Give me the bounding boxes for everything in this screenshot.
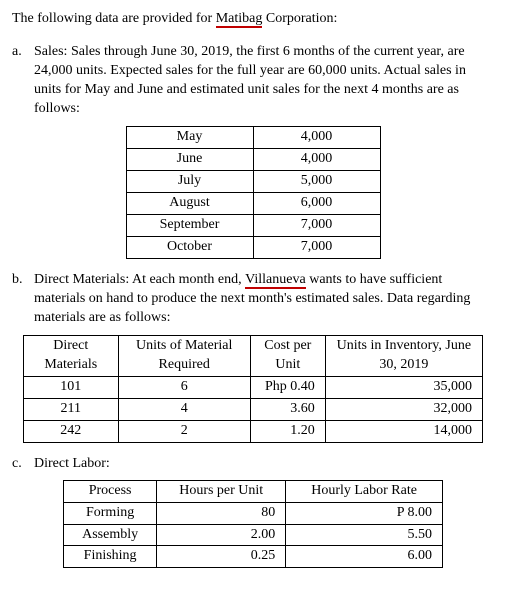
table-row: Assembly 2.00 5.50	[64, 524, 443, 546]
cell: 1.20	[250, 421, 325, 443]
table-row: 101 6 Php 0.40 35,000	[24, 377, 483, 399]
sales-table: May4,000 June4,000 July5,000 August6,000…	[126, 126, 381, 258]
intro-line: The following data are provided for Mati…	[12, 10, 494, 29]
col-header: Hourly Labor Rate	[286, 480, 443, 502]
cell-month: July	[126, 171, 253, 193]
table-header-row: Direct Materials Units of Material Requi…	[24, 336, 483, 377]
cell: 101	[24, 377, 119, 399]
cell-month: June	[126, 149, 253, 171]
cell-units: 7,000	[253, 236, 380, 258]
cell: 80	[157, 502, 286, 524]
cell: 14,000	[325, 421, 482, 443]
col-header: Direct Materials	[24, 336, 119, 377]
table-row: 242 2 1.20 14,000	[24, 421, 483, 443]
table-row: July5,000	[126, 171, 380, 193]
marker-a: a.	[12, 43, 34, 119]
cell: 32,000	[325, 399, 482, 421]
cell: 211	[24, 399, 119, 421]
cell-units: 6,000	[253, 193, 380, 215]
table-row: June4,000	[126, 149, 380, 171]
cell-month: September	[126, 215, 253, 237]
col-header: Units of Material Required	[118, 336, 250, 377]
name-b: Villanueva	[245, 273, 306, 289]
marker-c: c.	[12, 455, 34, 474]
cell: Php 0.40	[250, 377, 325, 399]
col-header: Hours per Unit	[157, 480, 286, 502]
label-c: Direct Labor:	[34, 456, 110, 471]
cell: Finishing	[64, 546, 157, 568]
cell: Forming	[64, 502, 157, 524]
cell: 5.50	[286, 524, 443, 546]
table-row: August6,000	[126, 193, 380, 215]
text-b-before: Direct Materials: At each month end,	[34, 272, 245, 287]
company-name: Matibag	[216, 12, 263, 28]
marker-b: b.	[12, 271, 34, 328]
body-a: Sales: Sales through June 30, 2019, the …	[34, 43, 494, 119]
cell: P 8.00	[286, 502, 443, 524]
col-header: Units in Inventory, June 30, 2019	[325, 336, 482, 377]
cell: 3.60	[250, 399, 325, 421]
item-a: a. Sales: Sales through June 30, 2019, t…	[12, 43, 494, 119]
cell: 6	[118, 377, 250, 399]
cell: 242	[24, 421, 119, 443]
item-c: c. Direct Labor:	[12, 455, 494, 474]
cell: 4	[118, 399, 250, 421]
cell-units: 4,000	[253, 149, 380, 171]
cell: 35,000	[325, 377, 482, 399]
materials-table: Direct Materials Units of Material Requi…	[23, 335, 483, 442]
text-a: Sales: Sales through June 30, 2019, the …	[34, 44, 466, 116]
cell-month: August	[126, 193, 253, 215]
table-row: October7,000	[126, 236, 380, 258]
col-header: Process	[64, 480, 157, 502]
table-header-row: Process Hours per Unit Hourly Labor Rate	[64, 480, 443, 502]
labor-table: Process Hours per Unit Hourly Labor Rate…	[63, 480, 443, 569]
cell: 2.00	[157, 524, 286, 546]
cell: Assembly	[64, 524, 157, 546]
cell-units: 7,000	[253, 215, 380, 237]
body-c: Direct Labor:	[34, 455, 494, 474]
intro-suffix: Corporation:	[262, 11, 337, 26]
item-b: b. Direct Materials: At each month end, …	[12, 271, 494, 328]
cell-units: 4,000	[253, 127, 380, 149]
cell: 2	[118, 421, 250, 443]
table-row: 211 4 3.60 32,000	[24, 399, 483, 421]
col-header: Cost per Unit	[250, 336, 325, 377]
cell: 0.25	[157, 546, 286, 568]
cell-month: May	[126, 127, 253, 149]
table-row: Forming 80 P 8.00	[64, 502, 443, 524]
cell: 6.00	[286, 546, 443, 568]
intro-prefix: The following data are provided for	[12, 11, 216, 26]
table-row: May4,000	[126, 127, 380, 149]
cell-units: 5,000	[253, 171, 380, 193]
table-row: Finishing 0.25 6.00	[64, 546, 443, 568]
table-row: September7,000	[126, 215, 380, 237]
body-b: Direct Materials: At each month end, Vil…	[34, 271, 494, 328]
cell-month: October	[126, 236, 253, 258]
